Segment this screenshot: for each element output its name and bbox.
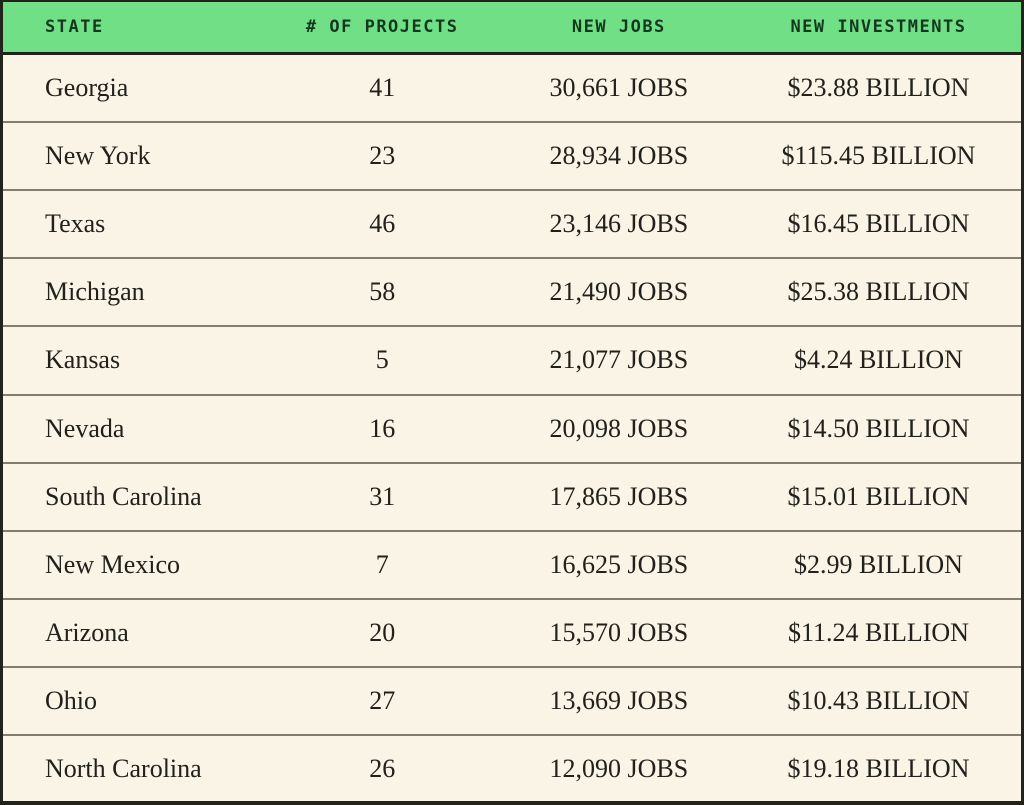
new-jobs-cell: 13,669 JOBS [501, 665, 736, 735]
new-jobs-cell: 12,090 JOBS [501, 734, 736, 801]
table-row: New Mexico 7 16,625 JOBS $2.99 BILLION [3, 529, 1021, 599]
new-investments-cell: $19.18 BILLION [735, 734, 1021, 801]
new-investments-cell: $16.45 BILLION [735, 189, 1021, 259]
new-investments-cell: $15.01 BILLION [735, 461, 1021, 531]
new-jobs-cell: 20,098 JOBS [501, 393, 736, 463]
new-investments-cell: $2.99 BILLION [735, 529, 1021, 599]
state-cell: North Carolina [3, 734, 263, 801]
projects-cell: 41 [369, 72, 396, 102]
table-row: Texas 46 23,146 JOBS $16.45 BILLION [3, 189, 1021, 259]
column-header-new-investments: NEW INVESTMENTS [735, 2, 1021, 55]
new-jobs-cell: 23,146 JOBS [501, 189, 736, 259]
state-cell: Texas [3, 189, 263, 259]
table-row: Georgia 41 30,661 JOBS $23.88 BILLION [3, 53, 1021, 122]
new-investments-cell: $25.38 BILLION [735, 257, 1021, 327]
projects-cell: 27 [262, 665, 502, 735]
table-row: Arizona 20 15,570 JOBS $11.24 BILLION [3, 597, 1021, 667]
state-cell: South Carolina [3, 461, 263, 531]
table-row: North Carolina 26 12,090 JOBS $19.18 BILLIO… [3, 734, 1021, 801]
table-row: Michigan 58 21,490 JOBS $25.38 BILLION [3, 257, 1021, 327]
projects-cell: 26 [262, 734, 502, 801]
state-cell: Kansas [3, 325, 263, 395]
projects-cell: 58 [262, 257, 502, 327]
state-cell: New Mexico [3, 529, 263, 599]
projects-cell: 31 [262, 461, 502, 531]
projects-cell: 16 [262, 393, 502, 463]
new-investments-cell: $14.50 BILLION [735, 393, 1021, 463]
header-row: STATE # OF PROJECTS NEW JOBS NEW INVESTMENT… [3, 2, 1021, 55]
projects-cell: 7 [262, 529, 502, 599]
projects-cell: 5 [262, 325, 502, 395]
new-investments-cell: $10.43 BILLION [735, 665, 1021, 735]
new-investments-cell: $11.24 BILLION [735, 597, 1021, 667]
column-header-projects: # OF PROJECTS [262, 2, 502, 55]
new-jobs-cell: 15,570 JOBS [501, 597, 736, 667]
state-cell: New York [3, 121, 263, 191]
new-jobs-cell: 28,934 JOBS [501, 121, 736, 191]
state-cell: Nevada [3, 393, 263, 463]
new-investments-cell: $23.88 BILLION [787, 72, 970, 102]
projects-cell: 23 [262, 121, 502, 191]
new-jobs-cell: 30,661 JOBS [549, 72, 689, 102]
state-cell: Ohio [3, 665, 263, 735]
table-row: Kansas 5 21,077 JOBS $4.24 BILLION [3, 325, 1021, 395]
state-cell: Arizona [3, 597, 263, 667]
table-row: South Carolina 31 17,865 JOBS $15.01 BILLIO… [3, 461, 1021, 531]
table-row: New York 23 28,934 JOBS $115.45 BILLION [3, 121, 1021, 191]
new-jobs-cell: 16,625 JOBS [501, 529, 736, 599]
new-investments-cell: $4.24 BILLION [735, 325, 1021, 395]
projects-cell: 46 [262, 189, 502, 259]
projects-cell: 20 [262, 597, 502, 667]
table-head: STATE # OF PROJECTS NEW JOBS NEW INVESTMENT… [3, 2, 1021, 55]
new-jobs-cell: 21,490 JOBS [501, 257, 736, 327]
column-header-new-jobs: NEW JOBS [501, 2, 736, 55]
state-cell: Michigan [3, 257, 263, 327]
new-jobs-cell: 21,077 JOBS [501, 325, 736, 395]
new-jobs-cell: 17,865 JOBS [501, 461, 736, 531]
table-body: Georgia 41 30,661 JOBS $23.88 BILLION New Yo… [3, 53, 1021, 801]
table-row: Ohio 27 13,669 JOBS $10.43 BILLION [3, 665, 1021, 735]
data-table: STATE # OF PROJECTS NEW JOBS NEW INVESTMENT… [3, 2, 1021, 801]
table-row: Nevada 16 20,098 JOBS $14.50 BILLION [3, 393, 1021, 463]
state-cell: Georgia [45, 72, 129, 102]
column-header-state: STATE [3, 2, 263, 55]
new-investments-cell: $115.45 BILLION [735, 121, 1021, 191]
